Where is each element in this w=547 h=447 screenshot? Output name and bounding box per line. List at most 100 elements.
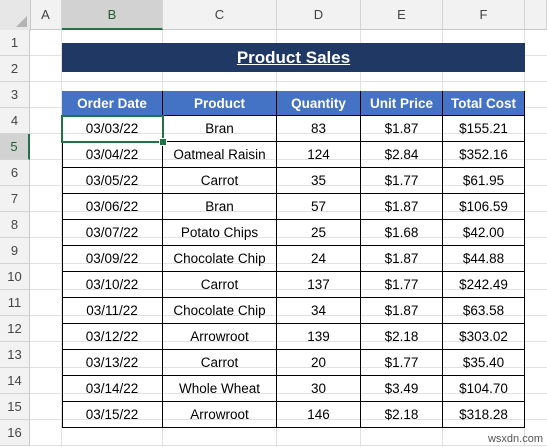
row-header-2[interactable]: 2 — [0, 56, 30, 82]
table-cell[interactable]: Whole Wheat — [163, 376, 277, 402]
table-cell[interactable]: 03/07/22 — [62, 220, 163, 246]
table-cell[interactable]: $1.68 — [361, 220, 443, 246]
table-cell[interactable]: 57 — [277, 194, 361, 220]
grid-hline — [30, 185, 547, 186]
table-cell[interactable]: Chocolate Chip — [163, 246, 277, 272]
select-all-triangle-icon — [16, 16, 27, 27]
table-cell[interactable]: $1.77 — [361, 272, 443, 298]
table-cell[interactable]: $1.87 — [361, 116, 443, 142]
table-cell[interactable]: $104.70 — [443, 376, 525, 402]
table-cell[interactable]: Arrowroot — [163, 402, 277, 428]
column-header-b[interactable]: B — [62, 0, 163, 30]
table-cell[interactable]: Oatmeal Raisin — [163, 142, 277, 168]
table-cell[interactable]: $2.18 — [361, 324, 443, 350]
table-cell[interactable]: Potato Chips — [163, 220, 277, 246]
table-cell[interactable]: $1.87 — [361, 246, 443, 272]
column-header-d[interactable]: D — [277, 0, 361, 30]
table-cell[interactable]: 03/11/22 — [62, 298, 163, 324]
row-header-12[interactable]: 12 — [0, 316, 30, 342]
table-cell[interactable]: $35.40 — [443, 350, 525, 376]
table-cell[interactable]: $1.77 — [361, 350, 443, 376]
column-header-e[interactable]: E — [361, 0, 443, 30]
table-cell[interactable]: $61.95 — [443, 168, 525, 194]
table-cell[interactable]: 03/12/22 — [62, 324, 163, 350]
table-cell[interactable]: $303.02 — [443, 324, 525, 350]
table-cell[interactable]: 03/15/22 — [62, 402, 163, 428]
table-header-order-date[interactable]: Order Date — [62, 91, 163, 116]
table-cell[interactable]: $3.49 — [361, 376, 443, 402]
table-cell[interactable]: $1.87 — [361, 298, 443, 324]
table-cell[interactable]: 03/14/22 — [62, 376, 163, 402]
table-cell[interactable]: $2.18 — [361, 402, 443, 428]
row-header-13[interactable]: 13 — [0, 342, 30, 368]
table-cell[interactable]: Carrot — [163, 168, 277, 194]
table-header-quantity[interactable]: Quantity — [277, 91, 361, 116]
table-cell[interactable]: Carrot — [163, 272, 277, 298]
table-cell[interactable]: $63.58 — [443, 298, 525, 324]
row-header-9[interactable]: 9 — [0, 238, 30, 264]
table-cell[interactable]: Bran — [163, 194, 277, 220]
title-banner[interactable]: Product Sales — [62, 43, 525, 72]
table-cell[interactable]: 124 — [277, 142, 361, 168]
table-cell[interactable]: $106.59 — [443, 194, 525, 220]
table-cell[interactable]: 139 — [277, 324, 361, 350]
row-header-10[interactable]: 10 — [0, 264, 30, 290]
grid-hline — [30, 81, 547, 82]
table-header-unit-price[interactable]: Unit Price — [361, 91, 443, 116]
column-header-next[interactable] — [525, 0, 547, 30]
active-cell-outline[interactable] — [61, 115, 164, 143]
row-header-8[interactable]: 8 — [0, 212, 30, 238]
select-all-button[interactable] — [0, 0, 31, 31]
grid-hline — [30, 341, 547, 342]
table-cell[interactable]: 03/13/22 — [62, 350, 163, 376]
table-cell[interactable]: $155.21 — [443, 116, 525, 142]
table-header-total-cost[interactable]: Total Cost — [443, 91, 525, 116]
table-cell[interactable]: $44.88 — [443, 246, 525, 272]
table-cell[interactable]: 20 — [277, 350, 361, 376]
grid-hline — [30, 445, 547, 446]
table-cell[interactable]: $1.77 — [361, 168, 443, 194]
table-cell[interactable]: 146 — [277, 402, 361, 428]
row-header-6[interactable]: 6 — [0, 160, 30, 186]
row-header-5[interactable]: 5 — [0, 134, 30, 160]
table-cell[interactable]: $242.49 — [443, 272, 525, 298]
table-cell[interactable]: $318.28 — [443, 402, 525, 428]
table-cell[interactable]: $352.16 — [443, 142, 525, 168]
table-cell[interactable]: 34 — [277, 298, 361, 324]
row-header-3[interactable]: 3 — [0, 82, 30, 108]
table-header-product[interactable]: Product — [163, 91, 277, 116]
row-header-1[interactable]: 1 — [0, 30, 30, 56]
grid-hline — [30, 367, 547, 368]
table-cell[interactable]: 03/06/22 — [62, 194, 163, 220]
table-cell[interactable]: 137 — [277, 272, 361, 298]
fill-handle[interactable] — [159, 138, 167, 146]
table-cell[interactable]: 03/05/22 — [62, 168, 163, 194]
column-header-a[interactable]: A — [30, 0, 62, 30]
row-header-16[interactable]: 16 — [0, 420, 30, 446]
column-header-c[interactable]: C — [163, 0, 277, 30]
table-cell[interactable]: $42.00 — [443, 220, 525, 246]
table-cell[interactable]: Carrot — [163, 350, 277, 376]
row-header-4[interactable]: 4 — [0, 108, 30, 134]
table-cell[interactable]: 24 — [277, 246, 361, 272]
table-cell[interactable]: 30 — [277, 376, 361, 402]
grid-hline — [30, 419, 547, 420]
table-cell[interactable]: 03/09/22 — [62, 246, 163, 272]
table-cell[interactable]: $1.87 — [361, 194, 443, 220]
row-header-14[interactable]: 14 — [0, 368, 30, 394]
table-cell[interactable]: $2.84 — [361, 142, 443, 168]
table-cell[interactable]: 03/04/22 — [62, 142, 163, 168]
grid-hline — [30, 263, 547, 264]
table-cell[interactable]: Chocolate Chip — [163, 298, 277, 324]
table-cell[interactable]: 35 — [277, 168, 361, 194]
table-cell[interactable]: Arrowroot — [163, 324, 277, 350]
row-header-15[interactable]: 15 — [0, 394, 30, 420]
row-header-11[interactable]: 11 — [0, 290, 30, 316]
table-cell[interactable]: 83 — [277, 116, 361, 142]
column-header-f[interactable]: F — [443, 0, 525, 30]
table-cell[interactable]: Bran — [163, 116, 277, 142]
table-cell[interactable]: 03/10/22 — [62, 272, 163, 298]
grid-hline — [30, 315, 547, 316]
row-header-7[interactable]: 7 — [0, 186, 30, 212]
table-cell[interactable]: 25 — [277, 220, 361, 246]
